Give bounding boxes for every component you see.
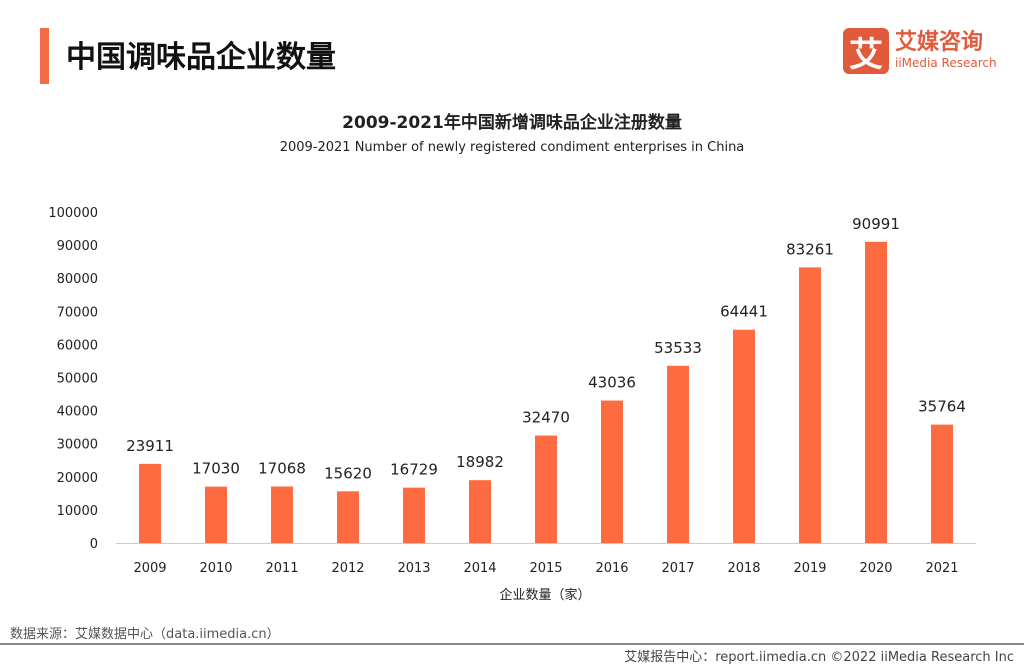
data-label: 15620 — [324, 464, 372, 482]
x-tick-label: 2016 — [595, 561, 628, 576]
data-label: 43036 — [588, 374, 636, 392]
footer-text: 艾媒报告中心：report.iimedia.cn ©2022 iiMedia R… — [624, 650, 1014, 665]
y-tick-label: 50000 — [57, 372, 98, 387]
data-label: 23911 — [126, 437, 174, 455]
data-label: 17068 — [258, 460, 306, 478]
x-tick-label: 2019 — [793, 561, 826, 576]
data-label: 53533 — [654, 339, 702, 357]
y-tick-label: 70000 — [57, 305, 98, 320]
bar — [535, 435, 557, 543]
x-tick-label: 2015 — [529, 561, 562, 576]
y-tick-label: 60000 — [57, 338, 98, 353]
x-tick-label: 2020 — [859, 561, 892, 576]
logo: 艾 艾媒咨询 iiMedia Research — [843, 28, 997, 75]
x-axis-label: 企业数量（家） — [499, 587, 590, 603]
bar — [931, 424, 953, 543]
y-tick-label: 20000 — [57, 471, 98, 486]
data-label: 64441 — [720, 303, 768, 321]
bar — [865, 241, 887, 543]
page-title: 中国调味品企业数量 — [66, 40, 336, 75]
data-label: 32470 — [522, 409, 570, 427]
y-tick-label: 80000 — [57, 272, 98, 287]
bar-chart: 0 10000 20000 30000 40000 50000 60000 70000 8000… — [48, 206, 976, 603]
chart-subtitle: 2009-2021 Number of newly registered con… — [279, 140, 745, 155]
logo-cn: 艾媒咨询 — [895, 30, 984, 55]
data-label: 17030 — [192, 460, 240, 478]
bar — [205, 486, 227, 543]
logo-icon: 艾 — [843, 28, 889, 75]
bar — [139, 463, 161, 543]
data-label: 18982 — [456, 453, 504, 471]
y-tick-label: 100000 — [48, 206, 98, 221]
data-label: 83261 — [786, 240, 834, 258]
x-tick-label: 2014 — [463, 561, 496, 576]
x-tick-label: 2011 — [265, 561, 298, 576]
y-tick-label: 10000 — [57, 504, 98, 519]
x-tick-label: 2013 — [397, 561, 430, 576]
data-source: 数据来源：艾媒数据中心（data.iimedia.cn） — [10, 627, 280, 642]
x-tick-label: 2018 — [727, 561, 760, 576]
bar — [469, 480, 491, 543]
x-tick-label: 2009 — [133, 561, 166, 576]
data-label: 16729 — [390, 461, 438, 479]
bar — [337, 491, 359, 543]
data-label: 35764 — [918, 398, 966, 416]
x-tick-label: 2017 — [661, 561, 694, 576]
x-tick-label: 2010 — [199, 561, 232, 576]
logo-en: iiMedia Research — [895, 56, 997, 70]
chart-title: 2009-2021年中国新增调味品企业注册数量 — [342, 113, 682, 133]
title-accent-bar — [40, 28, 49, 84]
bar — [601, 400, 623, 543]
y-tick-label: 90000 — [57, 239, 98, 254]
data-label: 90991 — [852, 215, 900, 233]
bar — [733, 329, 755, 543]
y-tick-label: 30000 — [57, 438, 98, 453]
x-tick-label: 2012 — [331, 561, 364, 576]
y-tick-label: 0 — [90, 537, 98, 552]
bar — [799, 267, 821, 543]
footer-divider — [0, 643, 1024, 645]
bar — [403, 487, 425, 543]
bar — [271, 486, 293, 543]
bar — [667, 365, 689, 543]
y-tick-label: 40000 — [57, 405, 98, 420]
x-tick-label: 2021 — [925, 561, 958, 576]
